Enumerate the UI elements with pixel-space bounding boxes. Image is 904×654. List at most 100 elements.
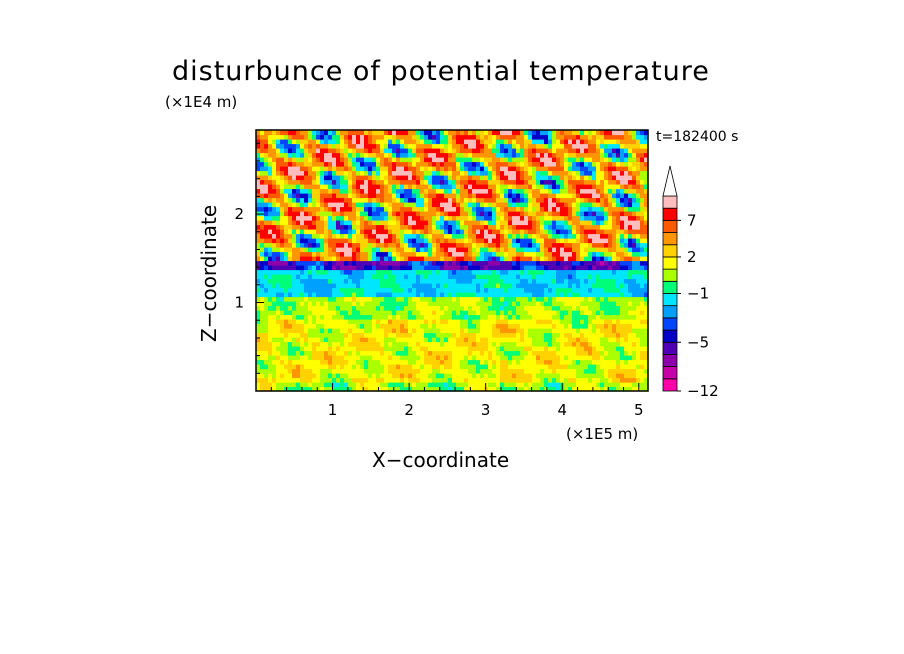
- heatmap-cell: [260, 170, 265, 176]
- heatmap-cell: [488, 373, 493, 379]
- heatmap-cell: [352, 368, 357, 374]
- heatmap-cell: [332, 332, 337, 338]
- heatmap-cell: [280, 346, 285, 352]
- heatmap-cell: [472, 229, 477, 235]
- heatmap-cell: [532, 332, 537, 338]
- heatmap-cell: [452, 179, 457, 185]
- heatmap-cell: [320, 161, 325, 167]
- heatmap-cell: [480, 377, 485, 383]
- heatmap-cell: [308, 247, 313, 253]
- heatmap-cell: [372, 233, 377, 239]
- heatmap-cell: [452, 386, 457, 392]
- heatmap-cell: [584, 211, 589, 217]
- heatmap-cell: [316, 260, 321, 266]
- heatmap-cell: [448, 359, 453, 365]
- heatmap-cell: [396, 211, 401, 217]
- heatmap-cell: [360, 377, 365, 383]
- heatmap-cell: [264, 269, 269, 275]
- heatmap-cell: [544, 269, 549, 275]
- heatmap-cell: [328, 184, 333, 190]
- heatmap-cell: [336, 161, 341, 167]
- heatmap-cell: [528, 274, 533, 280]
- heatmap-cell: [524, 256, 529, 262]
- heatmap-cell: [320, 242, 325, 248]
- heatmap-cell: [468, 179, 473, 185]
- heatmap-cell: [540, 143, 545, 149]
- heatmap-cell: [420, 323, 425, 329]
- heatmap-cell: [524, 301, 529, 307]
- heatmap-cell: [268, 341, 273, 347]
- heatmap-cell: [440, 157, 445, 163]
- heatmap-cell: [512, 314, 517, 320]
- heatmap-cell: [340, 292, 345, 298]
- heatmap-cell: [372, 175, 377, 181]
- heatmap-cell: [440, 215, 445, 221]
- heatmap-cell: [324, 310, 329, 316]
- heatmap-cell: [284, 319, 289, 325]
- heatmap-cell: [364, 350, 369, 356]
- heatmap-cell: [352, 337, 357, 343]
- heatmap-cell: [472, 166, 477, 172]
- heatmap-cell: [412, 229, 417, 235]
- heatmap-cell: [328, 359, 333, 365]
- heatmap-cell: [540, 296, 545, 302]
- heatmap-cell: [376, 260, 381, 266]
- heatmap-cell: [468, 341, 473, 347]
- heatmap-cell: [564, 229, 569, 235]
- heatmap-cell: [580, 161, 585, 167]
- heatmap-cell: [280, 139, 285, 145]
- heatmap-cell: [348, 211, 353, 217]
- heatmap-cell: [472, 310, 477, 316]
- heatmap-cell: [424, 251, 429, 257]
- heatmap-cell: [552, 260, 557, 266]
- heatmap-cell: [404, 170, 409, 176]
- heatmap-cell: [432, 346, 437, 352]
- heatmap-cell: [452, 314, 457, 320]
- heatmap-cell: [532, 161, 537, 167]
- heatmap-cell: [336, 341, 341, 347]
- heatmap-cell: [544, 143, 549, 149]
- heatmap-cell: [496, 382, 501, 388]
- heatmap-cell: [464, 157, 469, 163]
- heatmap-cell: [556, 310, 561, 316]
- heatmap-cell: [412, 188, 417, 194]
- heatmap-cell: [588, 143, 593, 149]
- heatmap-cell: [524, 242, 529, 248]
- heatmap-cell: [404, 143, 409, 149]
- heatmap-cell: [412, 211, 417, 217]
- heatmap-cell: [484, 188, 489, 194]
- heatmap-cell: [528, 346, 533, 352]
- heatmap-cell: [292, 211, 297, 217]
- heatmap-cell: [556, 184, 561, 190]
- heatmap-cell: [516, 143, 521, 149]
- heatmap-cell: [264, 251, 269, 257]
- heatmap-cell: [304, 157, 309, 163]
- heatmap-cell: [464, 211, 469, 217]
- heatmap-cell: [408, 134, 413, 140]
- heatmap-cell: [452, 350, 457, 356]
- heatmap-cell: [348, 148, 353, 154]
- heatmap-cell: [444, 256, 449, 262]
- heatmap-cell: [268, 224, 273, 230]
- heatmap-cell: [352, 328, 357, 334]
- heatmap-cell: [548, 265, 553, 271]
- heatmap-cell: [516, 206, 521, 212]
- heatmap-cell: [484, 373, 489, 379]
- heatmap-cell: [416, 233, 421, 239]
- heatmap-cell: [276, 386, 281, 392]
- heatmap-cell: [520, 260, 525, 266]
- heatmap-cell: [320, 256, 325, 262]
- heatmap-cell: [488, 206, 493, 212]
- heatmap-cell: [456, 157, 461, 163]
- heatmap-cell: [568, 206, 573, 212]
- heatmap-cell: [528, 260, 533, 266]
- heatmap-cell: [312, 143, 317, 149]
- heatmap-cell: [412, 170, 417, 176]
- heatmap-cell: [548, 229, 553, 235]
- heatmap-cell: [480, 130, 485, 136]
- heatmap-cell: [552, 305, 557, 311]
- heatmap-cell: [356, 206, 361, 212]
- heatmap-cell: [468, 287, 473, 293]
- heatmap-cell: [520, 166, 525, 172]
- heatmap-cell: [360, 359, 365, 365]
